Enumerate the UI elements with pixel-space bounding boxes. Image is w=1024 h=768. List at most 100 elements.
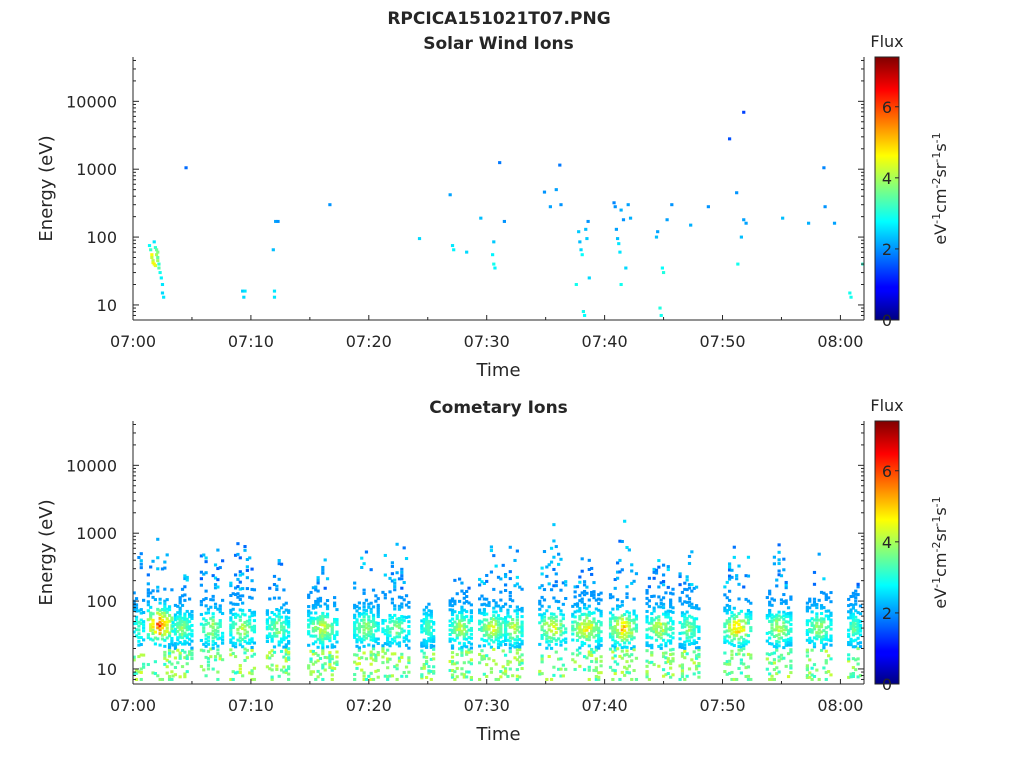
flux-cell [460, 589, 464, 593]
flux-cell [184, 166, 188, 170]
flux-cell [549, 588, 554, 592]
flux-cell [236, 613, 240, 617]
flux-cell [487, 604, 491, 608]
flux-cell [163, 614, 167, 618]
flux-cell [371, 658, 376, 662]
flux-cell [725, 596, 729, 600]
flux-cell [429, 611, 433, 615]
flux-cell [494, 635, 498, 639]
flux-cell [216, 626, 220, 630]
flux-cell [746, 609, 751, 613]
flux-cell [694, 664, 699, 668]
flux-cell [432, 647, 436, 651]
flux-cell [623, 641, 627, 645]
flux-cell [156, 607, 160, 611]
flux-cell [784, 615, 788, 619]
flux-cell [448, 608, 452, 612]
flux-cell [540, 604, 544, 608]
flux-cell [386, 639, 390, 643]
flux-cell [360, 640, 364, 644]
flux-cell [388, 657, 392, 661]
flux-cell [165, 607, 169, 611]
flux-cell [650, 636, 654, 640]
flux-cell [554, 638, 558, 642]
flux-cell [645, 670, 649, 674]
flux-cell [749, 656, 753, 660]
flux-cell [666, 627, 670, 631]
flux-cell [489, 545, 494, 549]
flux-cell [386, 634, 390, 638]
flux-cell [393, 665, 397, 669]
flux-cell [669, 605, 673, 609]
flux-cell [557, 552, 561, 556]
flux-cell [782, 624, 786, 628]
flux-cell [561, 638, 565, 642]
flux-cell [183, 615, 187, 619]
flux-cell [575, 585, 580, 589]
flux-cell [496, 575, 501, 579]
flux-cell [659, 622, 663, 626]
flux-cell [573, 610, 577, 614]
flux-cell [167, 677, 172, 681]
flux-cell [427, 639, 431, 643]
flux-cell [727, 629, 732, 633]
flux-cell [248, 622, 252, 626]
flux-cell [626, 203, 630, 207]
flux-cell [694, 646, 699, 650]
flux-cell [245, 648, 249, 652]
flux-cell [462, 625, 466, 629]
flux-cell [202, 553, 206, 557]
flux-cell [542, 588, 547, 592]
flux-cell [407, 620, 411, 624]
flux-cell [590, 647, 594, 651]
flux-cell [623, 673, 627, 677]
flux-cell [221, 559, 225, 563]
flux-cell [482, 672, 486, 676]
flux-cell [777, 569, 781, 573]
flux-cell [404, 637, 409, 641]
flux-cell [211, 574, 215, 578]
flux-cell [542, 619, 547, 623]
flux-cell [407, 600, 411, 604]
flux-cell [374, 659, 378, 663]
flux-cell [400, 605, 404, 609]
flux-cell [149, 591, 153, 595]
flux-cell [578, 240, 582, 244]
flux-cell [462, 627, 466, 631]
flux-cell [185, 670, 189, 674]
flux-cell [590, 566, 594, 570]
flux-cell [178, 641, 182, 645]
flux-cell [422, 642, 426, 646]
flux-cell [238, 671, 242, 675]
flux-cell [453, 610, 457, 614]
flux-cell [236, 602, 240, 606]
flux-cell [582, 625, 587, 629]
flux-cell [784, 643, 788, 647]
flux-cell [590, 650, 594, 654]
flux-cell [654, 602, 659, 606]
flux-cell [199, 554, 203, 558]
flux-cell [599, 614, 603, 618]
flux-cell [173, 627, 178, 631]
flux-cell [782, 614, 786, 618]
flux-cell [202, 668, 206, 672]
flux-cell [789, 595, 793, 599]
flux-cell [847, 653, 851, 657]
flux-cell [397, 644, 402, 648]
flux-cell [597, 635, 601, 639]
flux-cell [772, 635, 776, 639]
flux-cell [478, 597, 482, 601]
flux-cell [171, 624, 175, 628]
flux-cell [647, 621, 652, 625]
flux-cell [597, 677, 601, 681]
flux-cell [789, 627, 793, 631]
flux-cell [625, 638, 629, 642]
flux-cell [478, 627, 482, 631]
flux-cell [496, 604, 501, 608]
flux-cell [518, 648, 522, 652]
flux-cell [151, 259, 155, 263]
flux-cell [457, 647, 462, 651]
flux-cell [784, 620, 788, 624]
flux-cell [457, 611, 462, 615]
flux-cell [492, 632, 496, 636]
